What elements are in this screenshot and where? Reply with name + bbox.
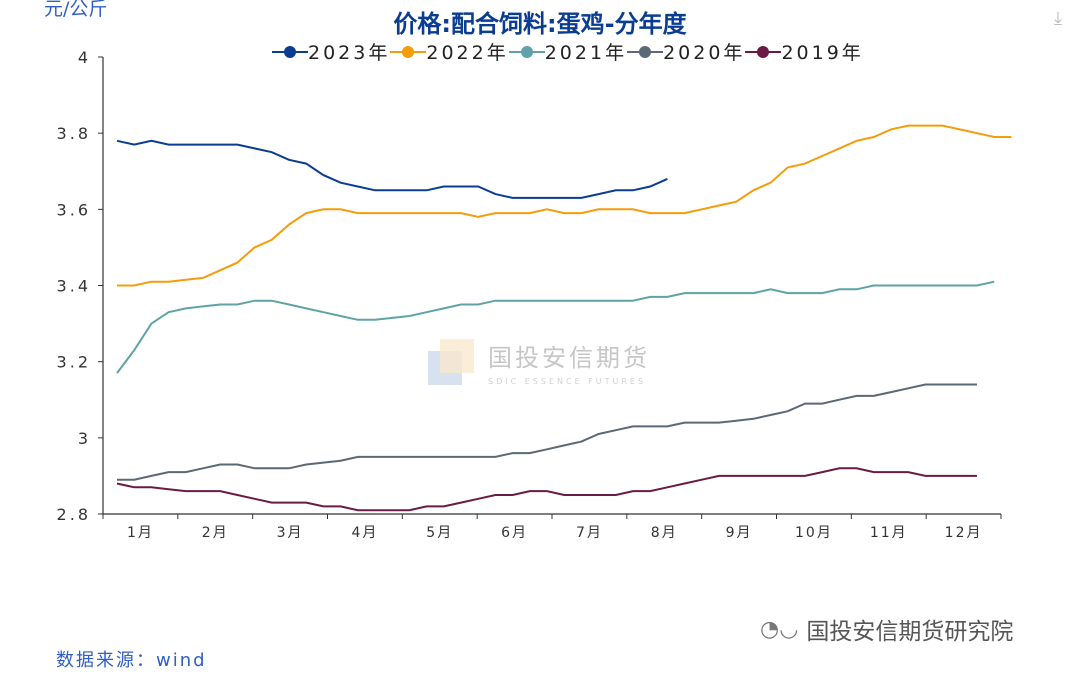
x-tick-label: 5月: [426, 525, 453, 541]
legend-marker-icon: [508, 45, 545, 58]
series-line-2021年: [116, 280, 995, 374]
x-tick-label: 12月: [945, 525, 983, 541]
x-tick-label: 11月: [870, 525, 908, 541]
y-tick-label: 3.4: [57, 277, 91, 296]
watermark-cn: 国投安信期货: [488, 344, 650, 372]
y-tick-label: 2.8: [57, 505, 91, 524]
y-tick-label: 4: [78, 48, 91, 67]
x-tick-label: 10月: [795, 525, 833, 541]
series-line-2022年: [117, 124, 1012, 287]
y-axis-unit: 元/公斤: [44, 0, 108, 20]
y-tick-label: 3.6: [57, 200, 91, 219]
legend-label: 2023年: [308, 42, 391, 64]
legend: 2023年 2022年 2021年 2020年 2019年: [272, 38, 864, 65]
legend-label: 2021年: [544, 42, 628, 64]
legend-label: 2022年: [426, 42, 509, 64]
data-source: 数据来源：wind: [56, 650, 207, 671]
wechat-account: 国投安信期货研究院: [806, 619, 1014, 645]
legend-item[interactable]: 2020年: [627, 38, 745, 65]
x-tick-label: 6月: [501, 525, 528, 541]
chart-title: 价格:配合饲料:蛋鸡-分年度: [393, 10, 687, 38]
x-tick-label: 1月: [127, 525, 154, 541]
series-line-2023年: [116, 139, 668, 199]
legend-marker-icon: [390, 45, 427, 58]
y-tick-label: 3.8: [57, 124, 91, 143]
x-tick-label: 9月: [726, 525, 753, 541]
legend-item[interactable]: 2021年: [508, 38, 628, 65]
wechat-watermark: ◔◡ 国投安信期货研究院: [760, 612, 1013, 646]
legend-label: 2019年: [781, 42, 864, 64]
wechat-icon: ◔◡: [760, 616, 799, 642]
y-tick-label: 3.2: [57, 353, 91, 372]
watermark-logo-icon: [428, 339, 474, 385]
x-tick-label: 3月: [277, 525, 304, 541]
x-tick-label: 8月: [651, 525, 678, 541]
x-tick-label: 7月: [576, 525, 603, 541]
x-tick-label: 2月: [202, 525, 229, 541]
series-line-2020年: [117, 383, 977, 481]
legend-item[interactable]: 2019年: [745, 38, 863, 65]
legend-marker-icon: [745, 45, 782, 58]
watermark: 国投安信期货 SDIC ESSENCE FUTURES: [428, 338, 650, 386]
legend-marker-icon: [627, 45, 664, 58]
watermark-en: SDIC ESSENCE FUTURES: [488, 377, 647, 386]
legend-label: 2020年: [663, 42, 746, 64]
legend-item[interactable]: 2023年: [272, 38, 390, 65]
legend-item[interactable]: 2022年: [390, 38, 508, 65]
x-tick-label: 4月: [351, 525, 378, 541]
download-icon[interactable]: ⤓: [1054, 8, 1062, 29]
y-tick-label: 3: [78, 429, 91, 448]
series-line-2019年: [116, 467, 977, 512]
legend-marker-icon: [272, 45, 308, 58]
